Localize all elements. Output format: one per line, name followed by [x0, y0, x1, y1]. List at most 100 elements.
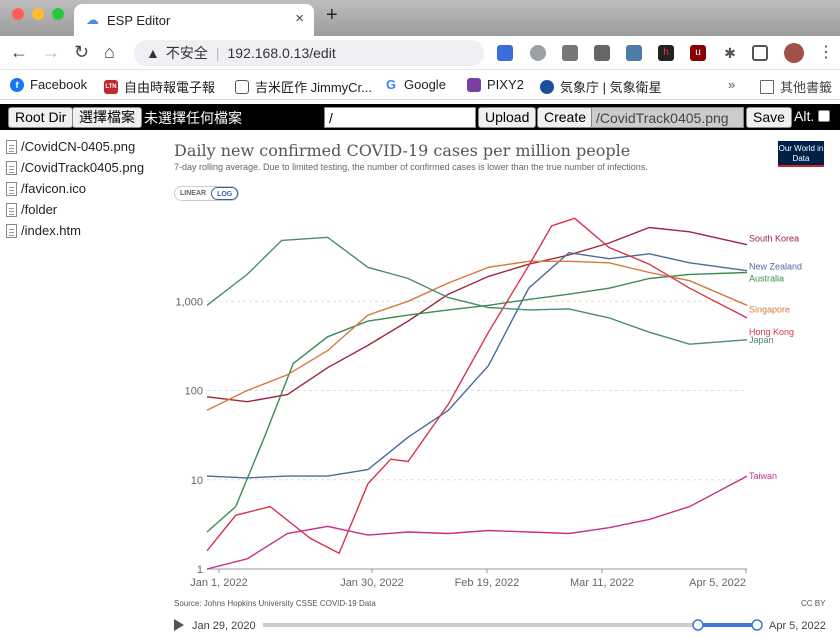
series-label: Taiwan — [749, 471, 777, 481]
x-tick-label: Jan 30, 2022 — [340, 577, 404, 589]
series-label: Hong Kong — [749, 327, 794, 337]
list-item[interactable]: /folder — [0, 199, 165, 220]
browser-toolbar: ← → ↻ ⌂ ▲ 不安全 | 192.168.0.13/edit h u ✱ … — [0, 36, 840, 70]
alt-label: Alt. — [794, 108, 815, 124]
forward-arrow-icon[interactable]: → — [42, 42, 60, 62]
minimize-window-button[interactable] — [32, 8, 44, 20]
file-name: /index.htm — [21, 223, 81, 238]
jma-icon — [540, 79, 554, 94]
close-window-button[interactable] — [12, 8, 24, 20]
warning-triangle-icon: ▲ — [146, 45, 160, 61]
other-bookmarks-folder[interactable]: 其他書籤 — [760, 77, 832, 96]
bookmark-label: 気象庁 | 気象衛星 — [560, 80, 662, 95]
line-chart: 1 10 100 1,000 Jan 1, 2022 Jan 30, 2022 Feb 19… — [175, 217, 802, 589]
pixy-icon — [467, 77, 481, 92]
series-label: Australia — [749, 273, 784, 283]
x-tick-label: Mar 11, 2022 — [570, 577, 634, 589]
tab-title: ESP Editor — [107, 12, 171, 28]
bookmark-label: 其他書籤 — [780, 80, 833, 95]
close-tab-icon[interactable]: × — [295, 10, 304, 27]
x-tick-label: Feb 19, 2022 — [455, 577, 520, 589]
browser-tab[interactable]: ☁ ESP Editor × — [74, 4, 314, 36]
timeline-start-handle[interactable] — [692, 619, 704, 631]
document-icon — [235, 79, 249, 94]
new-tab-button[interactable]: + — [326, 4, 338, 26]
current-file-field[interactable] — [591, 107, 744, 128]
series-line-singapore — [206, 260, 748, 411]
list-item[interactable]: /index.htm — [0, 220, 165, 241]
bookmark-label: PIXY2 — [487, 77, 524, 92]
file-name: /folder — [21, 202, 58, 217]
linear-toggle[interactable]: LINEAR — [180, 190, 207, 197]
y-tick-label: 10 — [191, 475, 203, 487]
sidepanel-icon[interactable] — [752, 45, 768, 61]
file-name: /favicon.ico — [21, 181, 87, 196]
bookmark-label: 吉米匠作 JimmyCr... — [255, 80, 372, 95]
no-file-chosen-label: 未選擇任何檔案 — [144, 110, 242, 126]
bookmark-jimmycr[interactable]: 吉米匠作 JimmyCr... — [235, 77, 372, 96]
alt-checkbox[interactable] — [818, 110, 830, 122]
timeline-end-label: Apr 5, 2022 — [769, 620, 826, 632]
list-item[interactable]: /CovidTrack0405.png — [0, 157, 165, 178]
choose-file-button[interactable]: 選擇檔案 — [72, 107, 142, 128]
bookmark-ext-icon[interactable] — [497, 45, 513, 61]
x-tick-label: Apr 5, 2022 — [689, 577, 746, 589]
upload-button[interactable]: Upload — [478, 107, 537, 128]
list-item[interactable]: /CovidCN-0405.png — [0, 136, 165, 157]
timeline-end-handle[interactable] — [751, 619, 763, 631]
reload-icon[interactable]: ↻ — [74, 42, 90, 62]
cloud-icon: ☁ — [86, 12, 99, 27]
more-bookmarks-chevron-icon[interactable]: » — [728, 77, 736, 92]
series-label: Japan — [749, 335, 774, 345]
bookmark-ltn[interactable]: LTN 自由時報電子報 — [104, 77, 215, 96]
bookmark-label: Google — [404, 77, 446, 92]
bookmark-google[interactable]: G Google — [384, 77, 446, 92]
series-line-new-zealand — [206, 251, 748, 479]
create-button[interactable]: Create — [537, 107, 594, 128]
image-preview: Daily new confirmed COVID-19 cases per m… — [165, 136, 840, 636]
puzzle-gear-ext-icon[interactable] — [594, 45, 610, 61]
series-label: New Zealand — [749, 262, 802, 272]
bookmark-label: 自由時報電子報 — [124, 80, 216, 95]
bookmark-jma[interactable]: 気象庁 | 気象衛星 — [540, 77, 662, 96]
avatar[interactable] — [784, 43, 804, 63]
h-ext-icon[interactable]: h — [658, 45, 674, 61]
ublock-icon[interactable]: u — [690, 45, 706, 61]
file-list: /CovidCN-0405.png /CovidTrack0405.png /f… — [0, 136, 165, 241]
timeline-slider[interactable]: Jan 29, 2020 Apr 5, 2022 — [165, 613, 840, 636]
log-toggle[interactable]: LOG — [211, 187, 239, 200]
bookmark-label: Facebook — [30, 77, 88, 92]
save-button[interactable]: Save — [746, 107, 792, 128]
maximize-window-button[interactable] — [52, 8, 64, 20]
back-arrow-icon[interactable]: ← — [10, 42, 28, 62]
bookmark-facebook[interactable]: f Facebook — [10, 77, 87, 92]
series-label: South Korea — [749, 234, 799, 244]
x-tick-label: Jan 1, 2022 — [190, 577, 248, 589]
y-tick-label: 1,000 — [175, 296, 203, 308]
kebab-menu-icon[interactable]: ⋮ — [818, 44, 834, 61]
series-line-australia — [206, 271, 748, 533]
bookmark-pixy2[interactable]: PIXY2 — [467, 77, 524, 92]
address-bar[interactable]: ▲ 不安全 | 192.168.0.13/edit — [134, 40, 484, 66]
root-dir-button[interactable]: Root Dir — [8, 107, 74, 128]
file-icon — [6, 223, 17, 238]
chart-source: Source: Johns Hopkins University CSSE CO… — [174, 599, 376, 608]
list-item[interactable]: /favicon.ico — [0, 178, 165, 199]
screen-ext-icon[interactable] — [626, 45, 642, 61]
home-icon[interactable]: ⌂ — [104, 42, 115, 62]
download-ext-icon[interactable] — [562, 45, 578, 61]
path-input[interactable] — [324, 107, 476, 128]
series-label: Singapore — [749, 304, 790, 314]
file-name: /CovidTrack0405.png — [21, 160, 145, 175]
series-line-south-korea — [206, 226, 748, 403]
chart-subtitle: 7-day rolling average. Due to limited te… — [174, 162, 648, 172]
file-icon — [6, 160, 17, 175]
license-label: CC BY — [801, 599, 826, 608]
folder-icon — [760, 79, 774, 94]
play-icon[interactable] — [174, 619, 184, 631]
chat-ext-icon[interactable] — [530, 45, 546, 61]
y-tick-label: 1 — [197, 564, 203, 576]
ltn-icon: LTN — [104, 79, 118, 94]
extensions-puzzle-icon[interactable]: ✱ — [722, 45, 738, 61]
scale-toggle[interactable]: LINEAR LOG — [174, 186, 240, 201]
